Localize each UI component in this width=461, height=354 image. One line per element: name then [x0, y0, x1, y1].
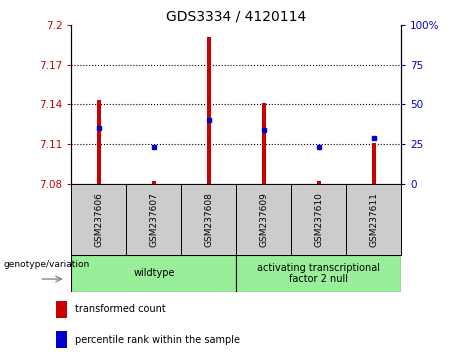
Text: genotype/variation: genotype/variation: [4, 260, 90, 269]
Bar: [317, 182, 320, 184]
Text: GSM237607: GSM237607: [149, 192, 159, 247]
Bar: [152, 182, 156, 184]
Bar: [97, 101, 101, 184]
Text: GSM237608: GSM237608: [204, 192, 213, 247]
Bar: [207, 37, 211, 184]
Text: GSM237611: GSM237611: [369, 192, 378, 247]
Text: percentile rank within the sample: percentile rank within the sample: [75, 335, 240, 344]
Text: wildtype: wildtype: [133, 268, 175, 279]
Text: GSM237606: GSM237606: [95, 192, 103, 247]
Bar: [56, 331, 67, 348]
Text: GSM237609: GSM237609: [259, 192, 268, 247]
Bar: [71, 255, 236, 292]
Bar: [372, 143, 376, 184]
Text: transformed count: transformed count: [75, 304, 165, 314]
Bar: [262, 103, 266, 184]
Bar: [56, 301, 67, 318]
Text: GSM237610: GSM237610: [314, 192, 323, 247]
Text: activating transcriptional
factor 2 null: activating transcriptional factor 2 null: [257, 263, 380, 284]
Bar: [236, 255, 401, 292]
Title: GDS3334 / 4120114: GDS3334 / 4120114: [166, 10, 307, 24]
